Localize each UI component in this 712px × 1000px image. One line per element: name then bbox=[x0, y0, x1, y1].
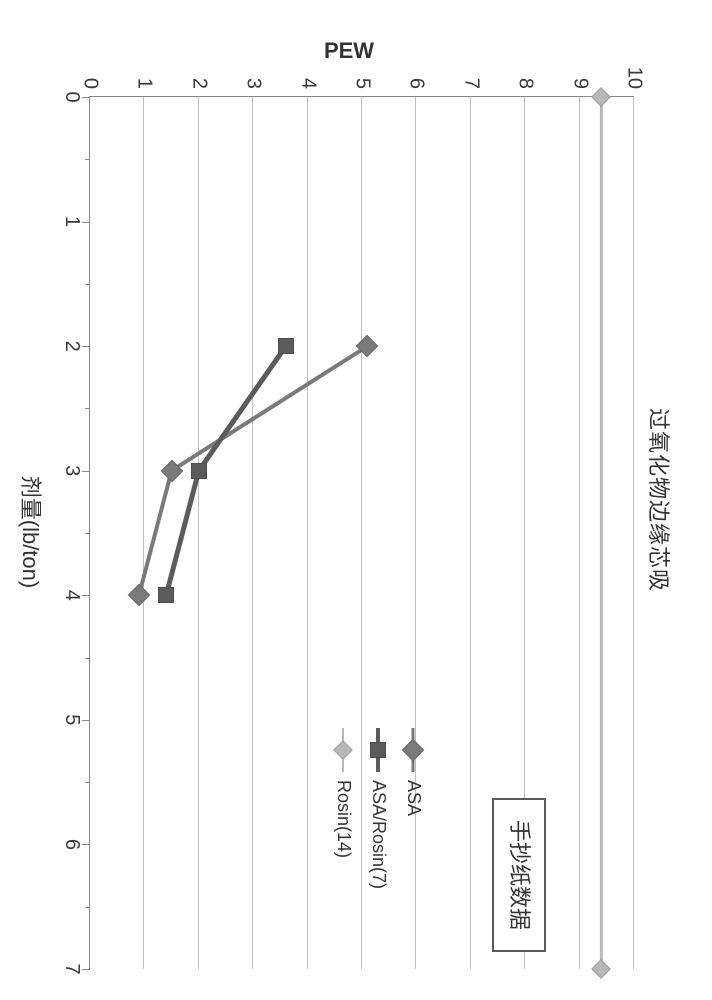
y-tick-label: 10 bbox=[623, 67, 646, 97]
x-tick-label: 5 bbox=[60, 714, 83, 725]
x-tick-label: 3 bbox=[60, 465, 83, 476]
x-tick-mark bbox=[82, 720, 90, 721]
x-tick-label: 7 bbox=[60, 963, 83, 974]
legend-item: Rosin(14) bbox=[333, 728, 354, 889]
chart-canvas: 过氧化物边缘芯吸 01234567891001234567 PEW 剂量(lb/… bbox=[0, 0, 712, 1000]
y-tick-label: 5 bbox=[351, 78, 374, 97]
x-tick-mark bbox=[82, 97, 90, 98]
legend-item: ASA/Rosin(7) bbox=[368, 728, 389, 889]
x-tick-mark bbox=[82, 471, 90, 472]
y-tick-label: 7 bbox=[459, 78, 482, 97]
y-tick-label: 9 bbox=[568, 78, 591, 97]
x-axis-label: 剂量(lb/ton) bbox=[16, 96, 48, 968]
series-line-ASA/Rosin(7) bbox=[166, 346, 286, 595]
legend-swatch bbox=[372, 728, 386, 772]
x-tick-mark bbox=[82, 595, 90, 596]
legend-swatch bbox=[337, 728, 351, 772]
x-tick-label: 4 bbox=[60, 590, 83, 601]
y-tick-label: 8 bbox=[514, 78, 537, 97]
data-marker bbox=[158, 587, 174, 603]
data-marker bbox=[191, 463, 207, 479]
legend-label: ASA/Rosin(7) bbox=[368, 780, 389, 889]
y-tick-label: 3 bbox=[242, 78, 265, 97]
diamond-icon bbox=[334, 740, 354, 760]
x-tick-label: 6 bbox=[60, 839, 83, 850]
legend-label: ASA bbox=[403, 780, 424, 816]
x-tick-label: 2 bbox=[60, 341, 83, 352]
legend-series: ASA ASA/Rosin(7) Rosin(14) bbox=[333, 728, 438, 889]
figure-container: 过氧化物边缘芯吸 01234567891001234567 PEW 剂量(lb/… bbox=[0, 0, 712, 1000]
y-tick-label: 2 bbox=[187, 78, 210, 97]
x-tick-mark bbox=[82, 222, 90, 223]
legend-item: ASA bbox=[403, 728, 424, 889]
data-marker bbox=[278, 338, 294, 354]
legend-label: Rosin(14) bbox=[333, 780, 354, 858]
legend-title-box: 手抄纸数据 bbox=[492, 798, 546, 952]
square-icon bbox=[371, 742, 387, 758]
legend-title: 手抄纸数据 bbox=[508, 820, 530, 930]
legend-swatch bbox=[407, 728, 421, 772]
x-tick-label: 0 bbox=[60, 91, 83, 102]
y-tick-label: 6 bbox=[405, 78, 428, 97]
x-tick-mark bbox=[82, 346, 90, 347]
diamond-icon bbox=[402, 739, 425, 762]
chart-title: 过氧化物边缘芯吸 bbox=[644, 0, 676, 1000]
y-tick-label: 4 bbox=[296, 78, 319, 97]
y-tick-label: 1 bbox=[133, 78, 156, 97]
x-tick-label: 1 bbox=[60, 216, 83, 227]
x-tick-mark bbox=[82, 844, 90, 845]
y-axis-label: PEW bbox=[324, 38, 374, 64]
x-tick-mark bbox=[82, 969, 90, 970]
